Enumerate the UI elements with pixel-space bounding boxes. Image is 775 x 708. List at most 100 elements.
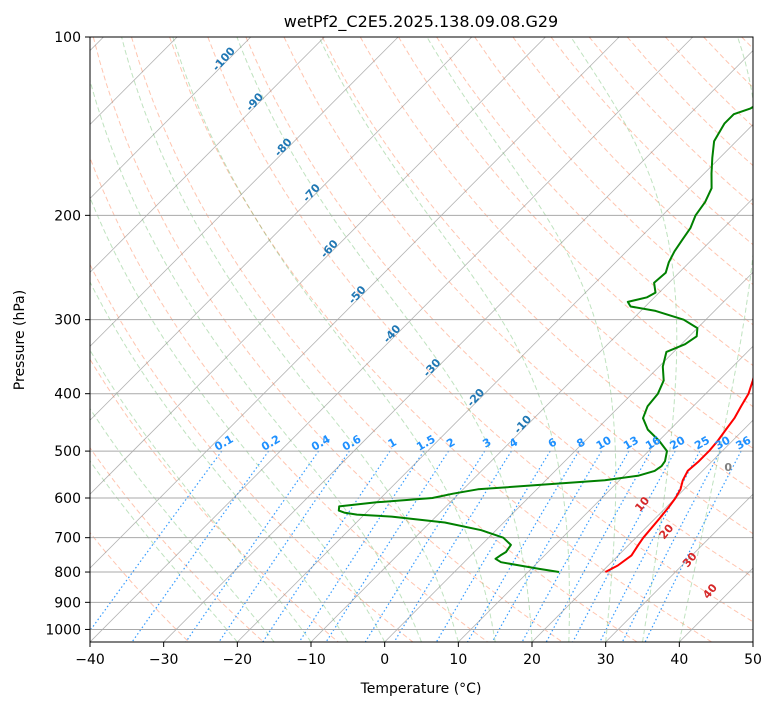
y-tick-label: 300 (54, 313, 81, 329)
mixing-ratio-label: 8 (574, 436, 587, 451)
dry-adiabat-line (90, 156, 488, 642)
mixing-ratio-label: 36 (733, 433, 753, 452)
isotherm-line (90, 37, 546, 495)
moist-adiabat-line (90, 78, 422, 642)
dry-adiabat-line (90, 531, 190, 642)
moist-adiabat-label: 40 (700, 581, 720, 601)
x-tick-label: 50 (744, 652, 762, 668)
reference-label: 0 (724, 461, 732, 474)
mixing-ratio-label: 3 (480, 436, 493, 451)
x-tick-label: 0 (380, 652, 389, 668)
chart-title: wetPf2_C2E5.2025.138.09.08.G29 (284, 12, 558, 32)
mixing-ratio-label: 1.5 (414, 433, 437, 454)
mixing-ratio-line (545, 450, 652, 642)
temperature-trace (604, 375, 753, 573)
isotherm-line (90, 37, 473, 421)
x-tick-label: 20 (523, 652, 541, 668)
sounding-traces (337, 105, 753, 573)
isotherm-line (90, 37, 252, 199)
y-tick-label: 700 (54, 531, 81, 547)
mixing-ratio-line (435, 450, 551, 642)
dry-adiabat-line (283, 37, 753, 535)
dry-adiabat-label: -100 (210, 44, 238, 73)
isotherm-line (605, 493, 753, 642)
mixing-ratio-line (262, 450, 391, 642)
moist-adiabat-line (90, 280, 349, 642)
y-tick-label: 500 (54, 444, 81, 460)
isotherm-line (90, 37, 399, 347)
y-tick-label: 900 (54, 595, 81, 611)
x-tick-label: 30 (597, 652, 615, 668)
mixing-ratio-label: 30 (713, 433, 733, 452)
y-tick-label: 1000 (45, 622, 81, 638)
moist-adiabat-label: 30 (680, 550, 700, 570)
moist-adiabat-line (90, 407, 275, 642)
x-tick-label: −40 (75, 652, 105, 668)
dry-adiabat-line (245, 37, 753, 578)
moist-adiabat-line (678, 37, 753, 642)
mixing-ratio-line (298, 450, 425, 642)
dry-adiabat-line (398, 37, 753, 408)
mixing-ratio-line (364, 450, 486, 642)
moist-adiabat-line (90, 196, 386, 642)
moist-adiabat-line (121, 37, 459, 642)
x-tick-label: −30 (149, 652, 179, 668)
dry-adiabat-label: -20 (464, 386, 487, 410)
dry-adiabat-line (474, 37, 753, 326)
dry-adiabat-line (665, 37, 753, 128)
dry-adiabat-line (207, 37, 753, 623)
moist-adiabat-line (90, 349, 312, 642)
mixing-ratio-label: 10 (594, 433, 614, 452)
mixing-ratio-line (644, 450, 742, 642)
dry-adiabat-line (703, 37, 753, 89)
isotherm-line (310, 197, 753, 642)
dry-adiabat-line (436, 37, 753, 367)
dry-adiabat-line (169, 37, 712, 642)
isotherm-line (90, 37, 694, 642)
mixing-ratio-line (185, 450, 320, 642)
plot-frame (89, 36, 754, 643)
mixing-ratio-label: 4 (507, 435, 520, 450)
isotherm-line (752, 641, 753, 642)
isotherm-line (237, 123, 753, 642)
isotherms (90, 37, 753, 642)
dry-adiabat-label: -80 (272, 135, 295, 159)
moist-adiabat-line (236, 37, 533, 642)
moist-adiabat-line (90, 460, 238, 642)
mixing-ratio-label: 0.4 (309, 432, 333, 453)
isotherm-line (163, 49, 753, 642)
mixing-ratio-line (218, 450, 350, 642)
dry-adiabat-line (588, 37, 753, 206)
y-tick-label: 100 (54, 30, 81, 46)
y-tick-label: 200 (54, 208, 81, 224)
dry-adiabat-label: -90 (243, 90, 266, 114)
mixing-ratio-label: 0.6 (340, 432, 364, 453)
dry-adiabat-label: -40 (381, 322, 404, 346)
x-tick-label: 40 (670, 652, 688, 668)
dry-adiabat-label: -60 (318, 237, 341, 261)
moist-adiabat-line (172, 37, 496, 642)
plot-area: 0.1 0.2 0.4 0.6 1 1.5 2 3 4 6 8 10 13 16 20 25 30 36-100-… (90, 37, 753, 642)
mixing-ratio-line (621, 450, 721, 642)
x-axis-ticks: −40 −30 −20 −10 0 10 20 30 40 50 (75, 642, 762, 668)
mixing-ratio-label: 6 (546, 435, 559, 450)
mixing-ratio-line (131, 450, 270, 642)
y-axis-ticks: 100 200 300 400 500 600 700 800 900 1000 (45, 30, 90, 638)
dry-adiabat-line (321, 37, 753, 492)
y-tick-label: 600 (54, 491, 81, 507)
x-tick-label: −10 (296, 652, 326, 668)
moist-adiabats (90, 37, 753, 642)
mixing-ratio-label: 16 (643, 433, 663, 452)
mixing-ratio-label: 1 (386, 436, 399, 451)
x-tick-label: 10 (449, 652, 467, 668)
isotherm-line (531, 419, 753, 642)
mixing-ratio-line (325, 450, 450, 642)
isotherm-line (90, 37, 620, 569)
dry-adiabat-line (90, 263, 414, 642)
dry-adiabat-label: -70 (300, 181, 323, 205)
isotherm-line (90, 37, 325, 273)
mixing-ratio-label: 0.2 (259, 433, 282, 454)
mixing-ratio-label: 13 (621, 434, 641, 453)
dry-adiabat-line (90, 358, 339, 642)
